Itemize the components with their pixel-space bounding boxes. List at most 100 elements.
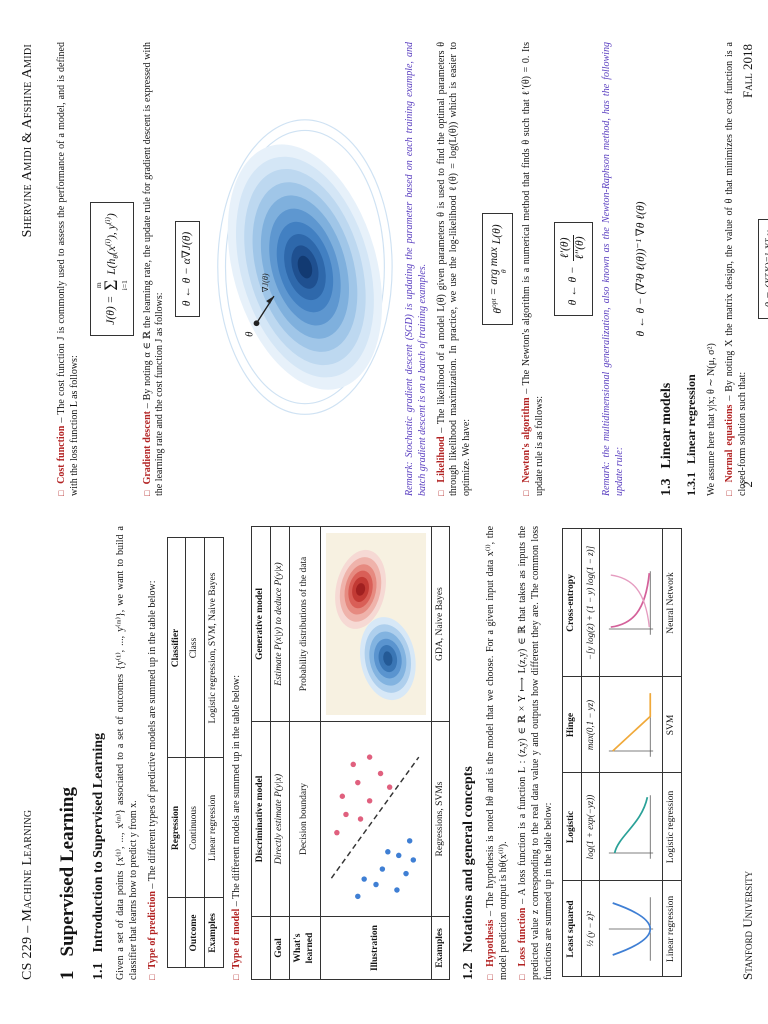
equation-lhs: J(θ) =	[105, 295, 118, 325]
subsubsection-number: 1.3.1	[684, 472, 699, 496]
table-cell: Class	[185, 538, 205, 758]
generative-illustration-cell	[320, 526, 432, 722]
loss-table: Least squared Logistic Hinge Cross-entro…	[562, 529, 682, 978]
discriminative-illustration-cell	[320, 721, 432, 917]
square-marker-icon: □	[520, 489, 531, 496]
term-label-type-of-prediction: Type of prediction	[146, 891, 158, 970]
table-header-cell: Least squared	[562, 881, 582, 977]
fraction-numerator: ℓ′(θ)	[559, 234, 575, 262]
sum-lower-limit: i=1	[120, 280, 130, 291]
term-label-hypothesis: Hypothesis	[485, 919, 497, 967]
term-label-normal-equations: Normal equations	[724, 404, 736, 483]
subsection-text: Linear models	[659, 382, 675, 469]
equation-rhs: L(hθ(x(i)), y(i))	[102, 213, 120, 275]
table-cell: Logistic regression	[662, 773, 682, 881]
square-marker-icon: □	[56, 489, 66, 496]
table-header-cell: Classifier	[167, 538, 186, 758]
table-cell: ½ (y − z)²	[581, 881, 600, 977]
header-authors: Shervine Amidi & Afshine Amidi	[20, 44, 35, 238]
model-table: Discriminative model Generative model Go…	[251, 526, 450, 980]
theta-label: θ	[245, 332, 256, 337]
subsection-title-linear-models: 1.3 Linear models	[658, 42, 676, 496]
section-title-supervised-learning: 1 Supervised Learning	[56, 526, 80, 980]
term-text: – The likelihood of a model L(θ) given p…	[435, 41, 473, 496]
hinge-graph-cell	[599, 677, 663, 773]
table-cell: Outcome	[185, 898, 205, 968]
table-cell: Linear regression	[662, 881, 682, 977]
table-header-cell: Discriminative model	[251, 721, 271, 917]
prediction-table: Regression Classifier Outcome Continuous…	[167, 538, 225, 969]
intro-paragraph: Given a set of data points {x⁽¹⁾, ..., x…	[115, 526, 140, 980]
subsection-text: Introduction to Supervised Learning	[91, 733, 107, 953]
table-header-cell	[251, 916, 271, 980]
table-cell: GDA, Naive Bayes	[431, 526, 450, 722]
footer-page-number: 2	[740, 481, 755, 488]
gradient-descent-paragraph: □ Gradient descent – By noting α ∈ ℝ the…	[142, 42, 168, 496]
table-cell: Neural Network	[662, 529, 682, 677]
summation-symbol: m Σ i=1	[94, 280, 130, 291]
equation-rhs: L(θ)	[491, 224, 503, 245]
term-text: – The different types of predictive mode…	[146, 580, 158, 889]
table-cell: Examples	[204, 898, 224, 968]
table-cell: Continuous	[185, 758, 205, 898]
subsubsection-text: Linear regression	[684, 374, 699, 464]
term-label-loss-function: Loss function	[516, 907, 528, 967]
logistic-graph-cell	[599, 773, 663, 881]
table-cell: Goal	[270, 916, 290, 980]
square-marker-icon: □	[435, 489, 446, 496]
gradient-descent-equation: θ ← θ − α∇J(θ)	[175, 220, 200, 318]
table-cell: Directly estimate P(y|x)	[270, 721, 290, 917]
sgd-remark: Remark: Stochastic gradient descent (SGD…	[403, 42, 428, 496]
type-of-model-paragraph: □ Type of model – The different models a…	[231, 526, 244, 980]
term-label-likelihood: Likelihood	[435, 436, 447, 483]
term-label-type-of-model: Type of model	[231, 908, 243, 970]
gradient-label: ∇J(θ)	[261, 273, 270, 292]
likelihood-paragraph: □ Likelihood – The likelihood of a model…	[436, 42, 474, 496]
table-header-cell: Logistic	[562, 773, 582, 881]
footer-institution: Stanford University	[740, 870, 755, 980]
term-label-cost-function: Cost function	[56, 425, 67, 484]
table-cell: Examples	[431, 916, 450, 980]
table-cell: Logistic regression, SVM, Naive Bayes	[204, 538, 224, 758]
subsection-number: 1.3	[659, 478, 675, 497]
square-marker-icon: □	[516, 973, 527, 980]
table-header-cell: Regression	[167, 758, 186, 898]
newton-raphson-equation: θ ← θ − (∇²θ ℓ(θ))⁻¹ ∇θ ℓ(θ)	[634, 201, 647, 337]
generative-contours-figure	[325, 533, 426, 715]
footer-term: Fall 2018	[740, 44, 755, 98]
term-text: – The different models are summed up in …	[231, 674, 243, 907]
term-text: – The hypothesis is noted hθ and is the …	[485, 525, 510, 980]
right-column: □ Cost function – The cost function J is…	[50, 42, 768, 496]
gradient-descent-contour-figure: θ ∇J(θ)	[217, 119, 393, 415]
least-squared-graph	[609, 897, 654, 961]
term-label-gradient-descent: Gradient descent	[141, 411, 153, 485]
header-course-title: CS 229 – Machine Learning	[20, 809, 35, 980]
table-cell: Linear regression	[204, 758, 224, 898]
square-marker-icon: □	[485, 973, 496, 980]
type-of-prediction-paragraph: □ Type of prediction – The different typ…	[147, 526, 160, 980]
table-cell: Illustration	[320, 916, 432, 980]
discriminative-scatter-figure	[330, 754, 419, 900]
section-text: Supervised Learning	[57, 787, 78, 957]
table-cell: Probability distributions of the data	[289, 526, 321, 722]
logistic-graph	[609, 795, 654, 859]
page-header: CS 229 – Machine Learning Shervine Amidi…	[20, 44, 36, 980]
loss-function-paragraph: □ Loss function – A loss function is a f…	[517, 526, 555, 980]
square-marker-icon: □	[231, 974, 242, 980]
subsection-text: Notations and general concepts	[461, 766, 477, 953]
subsubsection-title-linear-regression: 1.3.1 Linear regression	[684, 42, 699, 496]
equation-theta: θopt	[489, 298, 504, 314]
assumption-paragraph: We assume here that y|x; θ ∼ N(μ, σ²)	[705, 343, 717, 496]
section-number: 1	[57, 970, 78, 981]
table-header-cell: Cross-entropy	[562, 529, 582, 677]
subsection-number: 1.2	[461, 962, 477, 981]
table-cell: Decision boundary	[289, 721, 321, 917]
cross-entropy-graph-cell	[599, 529, 663, 677]
equation-body: θ = (XᵀX)⁻¹ Xᵀ y	[763, 230, 768, 307]
cost-function-equation: J(θ) = m Σ i=1 L(hθ(x(i)), y(i))	[89, 202, 134, 336]
newton-raphson-remark: Remark: the multidimensional generalizat…	[601, 42, 625, 496]
likelihood-equation: θopt = arg max θ L(θ)	[481, 213, 513, 325]
hypothesis-paragraph: □ Hypothesis – The hypothesis is noted h…	[485, 526, 511, 980]
